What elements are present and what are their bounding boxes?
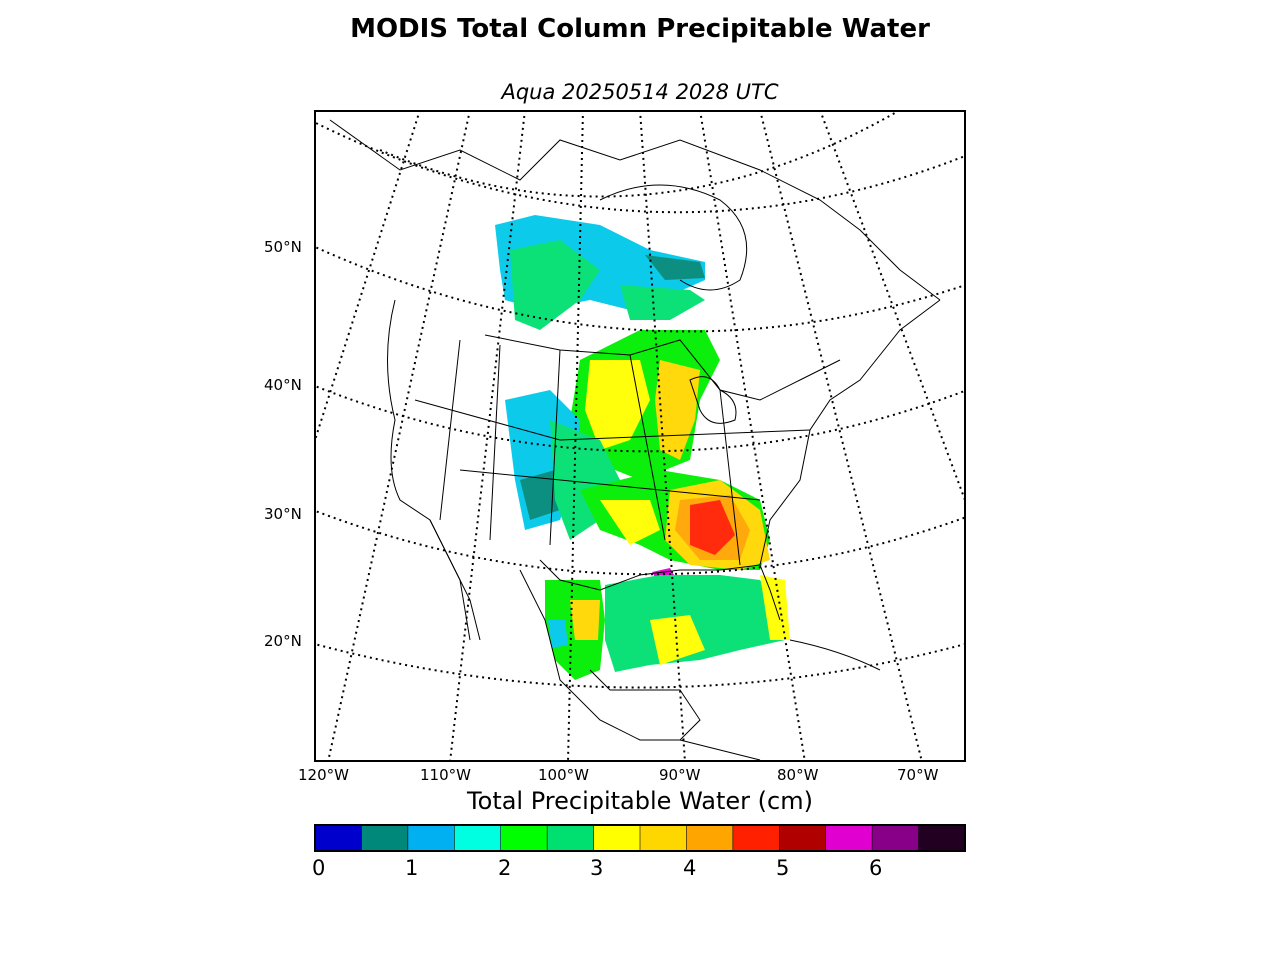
coastlines-and-borders (329, 119, 941, 761)
pw-north-green2 (620, 285, 705, 320)
hudson-bay (599, 184, 748, 291)
colorbar-segment (454, 825, 502, 851)
east-coast (759, 299, 941, 566)
parallel-30n (315, 509, 965, 576)
colorbar-segment (593, 825, 641, 851)
parallel-20n (315, 643, 965, 689)
central-america (679, 739, 761, 761)
pw-mexico-gold (570, 600, 600, 640)
great-lakes (689, 376, 737, 424)
lon-label-100w: 100°W (538, 766, 589, 784)
pw-gulf-green (605, 575, 785, 672)
colorbar (315, 825, 966, 851)
meridian-100w (567, 111, 584, 761)
state-line-6 (559, 429, 811, 441)
lat-label-40n: 40°N (264, 376, 302, 394)
lon-label-120w: 120°W (298, 766, 349, 784)
pw-gulf-yellow (650, 615, 705, 665)
colorbar-tick-2: 2 (498, 856, 512, 880)
colorbar-segment (500, 825, 548, 851)
colorbar-segment (361, 825, 409, 851)
meridian-70w (759, 111, 923, 761)
us-canada-border (484, 334, 841, 401)
parallel-55n (315, 121, 965, 214)
canada-arctic (329, 119, 941, 301)
meridian-60w (819, 111, 965, 501)
pw-plains-gold (655, 360, 700, 460)
west-coast (387, 299, 481, 641)
state-line-7 (629, 354, 666, 541)
lon-label-110w: 110°W (420, 766, 471, 784)
map-area (315, 111, 965, 761)
meridian-110w (449, 111, 526, 761)
pw-south-yellow (600, 500, 660, 545)
pw-southeast-red (690, 500, 735, 555)
baja (429, 519, 471, 641)
colorbar-segment (872, 825, 920, 851)
mexico-coast (519, 569, 701, 741)
state-line-3 (549, 349, 561, 546)
colorbar-segment (918, 825, 966, 851)
parallel-40n (315, 384, 965, 453)
meridian-80w (699, 111, 806, 761)
pw-mexico-cyan (548, 620, 568, 648)
colorbar-segment (825, 825, 873, 851)
pw-north-green (510, 240, 600, 330)
lat-label-50n: 50°N (264, 238, 302, 256)
pw-west-teal (520, 470, 560, 520)
colorbar-tick-4: 4 (683, 856, 697, 880)
state-line-5 (459, 469, 761, 501)
colorbar-segment (547, 825, 595, 851)
lon-label-70w: 70°W (897, 766, 939, 784)
lat-label-20n: 20°N (264, 632, 302, 650)
meridian-120w (327, 111, 471, 761)
chart-title: MODIS Total Column Precipitable Water (350, 14, 930, 44)
colorbar-segment (640, 825, 687, 851)
colorbar-tick-0: 0 (312, 856, 326, 880)
state-line-1 (439, 339, 461, 521)
colorbar-tick-6: 6 (869, 856, 883, 880)
lon-label-80w: 80°W (777, 766, 819, 784)
colorbar-frame (314, 824, 966, 852)
colorbar-tick-1: 1 (405, 856, 419, 880)
colorbar-segment (315, 825, 362, 851)
state-line-4 (414, 399, 561, 441)
map-frame (314, 110, 966, 762)
colorbar-segment (686, 825, 734, 851)
precip-water-field (495, 215, 790, 680)
graticule-meridians (315, 111, 965, 761)
pw-florida-yellow (760, 575, 790, 640)
colorbar-segment (779, 825, 827, 851)
pw-plains-yellow (585, 360, 650, 450)
state-line-2 (489, 344, 501, 541)
colorbar-segment (732, 825, 780, 851)
chart-subtitle: Aqua 20250514 2028 UTC (501, 80, 779, 104)
graticule-parallels (315, 111, 965, 689)
colorbar-title: Total Precipitable Water (cm) (467, 787, 813, 815)
state-line-8 (719, 389, 741, 566)
pw-north-teal (645, 255, 705, 280)
lon-label-90w: 90°W (659, 766, 701, 784)
lat-label-30n: 30°N (264, 505, 302, 523)
meridian-90w (639, 111, 686, 761)
colorbar-segment (407, 825, 455, 851)
colorbar-tick-5: 5 (776, 856, 790, 880)
gulf-coast (539, 559, 781, 621)
meridian-130w (315, 111, 421, 441)
cuba (789, 639, 881, 671)
colorbar-tick-3: 3 (590, 856, 604, 880)
